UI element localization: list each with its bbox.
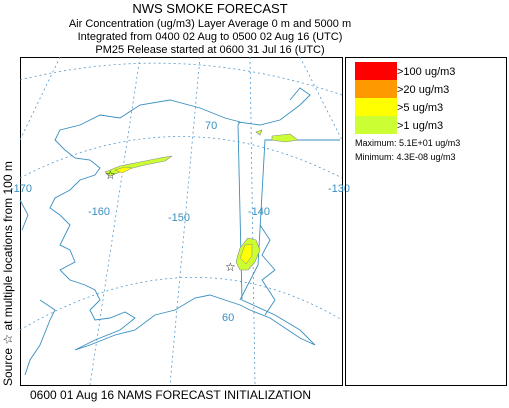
graticule-label: -140	[248, 206, 270, 218]
subtitle: PM25 Release started at 0600 31 Jul 16 (…	[95, 44, 324, 56]
source-star: ☆	[105, 168, 116, 182]
side-label: Source ☆ at multiple locations from 100 …	[1, 161, 15, 386]
map-frame	[20, 57, 343, 386]
graticule-label: -160	[88, 206, 110, 218]
footer: 0600 01 Aug 16 NAMS FORECAST INITIALIZAT…	[30, 388, 311, 402]
legend-maximum: Maximum: 5.1E+01 ug/m3	[355, 138, 460, 148]
graticule-label: -150	[168, 212, 190, 224]
graticule-label: 60	[222, 312, 234, 324]
legend: >100 ug/m3 >20 ug/m3 >5 ug/m3 >1 ug/m3	[355, 62, 455, 134]
graticule-label: -130	[328, 183, 350, 195]
legend-swatch	[355, 116, 397, 134]
legend-minimum: Minimum: 4.3E-08 ug/m3	[355, 152, 456, 162]
legend-swatch	[355, 98, 397, 116]
legend-label: >1 ug/m3	[397, 120, 443, 132]
subtitle: Integrated from 0400 02 Aug to 0500 02 A…	[78, 31, 343, 43]
source-star: ☆	[225, 260, 236, 274]
graticule-label: 70	[205, 120, 217, 132]
legend-frame	[345, 57, 507, 386]
legend-label: >100 ug/m3	[397, 66, 455, 78]
legend-label: >20 ug/m3	[397, 84, 449, 96]
subtitle: Air Concentration (ug/m3) Layer Average …	[69, 18, 351, 30]
legend-label: >5 ug/m3	[397, 102, 443, 114]
title: NWS SMOKE FORECAST	[132, 1, 287, 16]
map: ☆ ☆ -170 -160 -150 -140 -130 70 60	[10, 56, 350, 386]
legend-swatch	[355, 62, 397, 80]
legend-swatch	[355, 80, 397, 98]
graticule-label: -170	[10, 183, 32, 195]
